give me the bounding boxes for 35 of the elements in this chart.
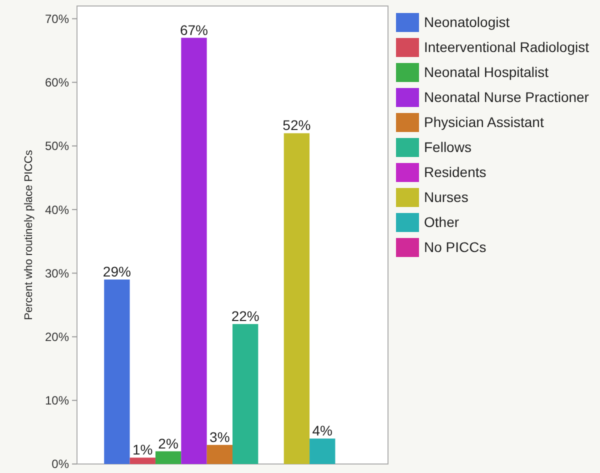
bar [206,444,232,464]
y-tick-label: 20% [44,330,70,344]
legend-label: No PICCs [424,238,486,255]
data-label: 2% [158,435,178,452]
data-label: 4% [312,422,332,439]
y-tick-label: 30% [44,266,70,280]
data-label: 67% [180,22,208,38]
bar [104,280,130,464]
data-label: 22% [231,308,260,324]
y-tick-label: 0% [52,457,70,472]
data-label: 3% [210,428,230,445]
legend-label: Fellows [424,138,472,155]
bar [232,324,258,464]
y-tick-label: 50% [44,139,70,154]
legend-label: Nurses [424,188,468,205]
legend-label: Other [424,214,460,230]
data-label: 1% [132,442,153,458]
bar [155,451,182,464]
y-tick-label: 70% [44,12,70,26]
bar [181,38,207,464]
y-tick-label: 60% [44,76,70,90]
legend-label: Residents [424,164,486,180]
legend-label: Physician Assistant [424,114,544,130]
bar [130,458,156,464]
legend-label: Neonatal Hospitalist [424,64,549,80]
y-axis-title: Percent who routinely place PICCs [23,150,35,320]
data-label: 52% [282,117,311,134]
y-tick-label: 40% [44,202,70,217]
y-tick-label: 10% [44,394,70,408]
legend-label: Neonatal Nurse Practioner [424,88,590,105]
data-label: 29% [102,264,131,280]
legend-label: Neonatologist [424,14,510,30]
legend-label: Inteerventional Radiologist [424,38,590,55]
bar [284,133,310,464]
bar [310,438,336,464]
